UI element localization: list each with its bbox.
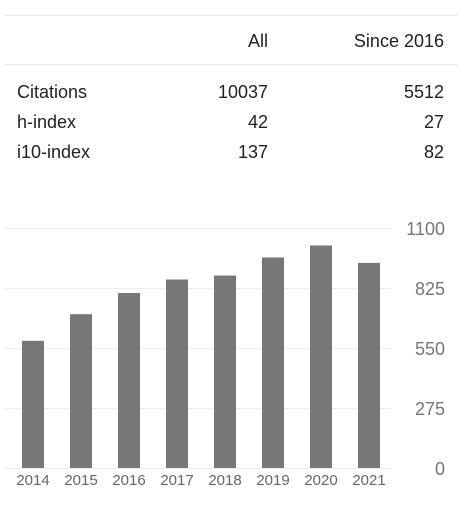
x-tick-label: 2015 [64, 472, 97, 489]
h-index-all: 42 [247, 112, 268, 132]
row-label-h-index: h-index [17, 112, 77, 132]
citations-since: 5512 [403, 82, 444, 102]
y-tick-label: 1100 [406, 219, 445, 239]
column-header-since: Since 2016 [353, 31, 444, 51]
x-tick-label: 2017 [160, 472, 193, 489]
y-tick-label: 825 [415, 279, 445, 299]
citations-all: 10037 [217, 82, 268, 102]
y-tick-label: 275 [415, 399, 445, 419]
bar-2017[interactable] [166, 279, 188, 468]
header-divider [5, 64, 458, 65]
row-label-i10-index: i10-index [17, 142, 91, 162]
bar-2020[interactable] [310, 245, 332, 468]
x-tick-label: 2019 [256, 472, 289, 489]
i10-index-all: 137 [237, 142, 268, 162]
y-tick-label: 550 [415, 339, 445, 359]
i10-index-since: 82 [423, 142, 444, 162]
bar-2018[interactable] [214, 275, 236, 468]
bar-2014[interactable] [22, 340, 44, 468]
top-divider [5, 15, 458, 16]
column-header-all: All [247, 31, 268, 51]
row-label-citations: Citations [17, 82, 88, 102]
y-tick-label: 0 [435, 459, 445, 479]
bar-2021[interactable] [358, 262, 380, 468]
x-tick-label: 2020 [304, 472, 337, 489]
bar-2015[interactable] [70, 314, 92, 468]
x-tick-label: 2016 [112, 472, 145, 489]
x-tick-label: 2021 [352, 472, 385, 489]
h-index-since: 27 [423, 112, 444, 132]
bar-2019[interactable] [262, 257, 284, 468]
bar-2016[interactable] [118, 293, 140, 468]
x-tick-label: 2014 [16, 472, 49, 489]
x-tick-label: 2018 [208, 472, 241, 489]
